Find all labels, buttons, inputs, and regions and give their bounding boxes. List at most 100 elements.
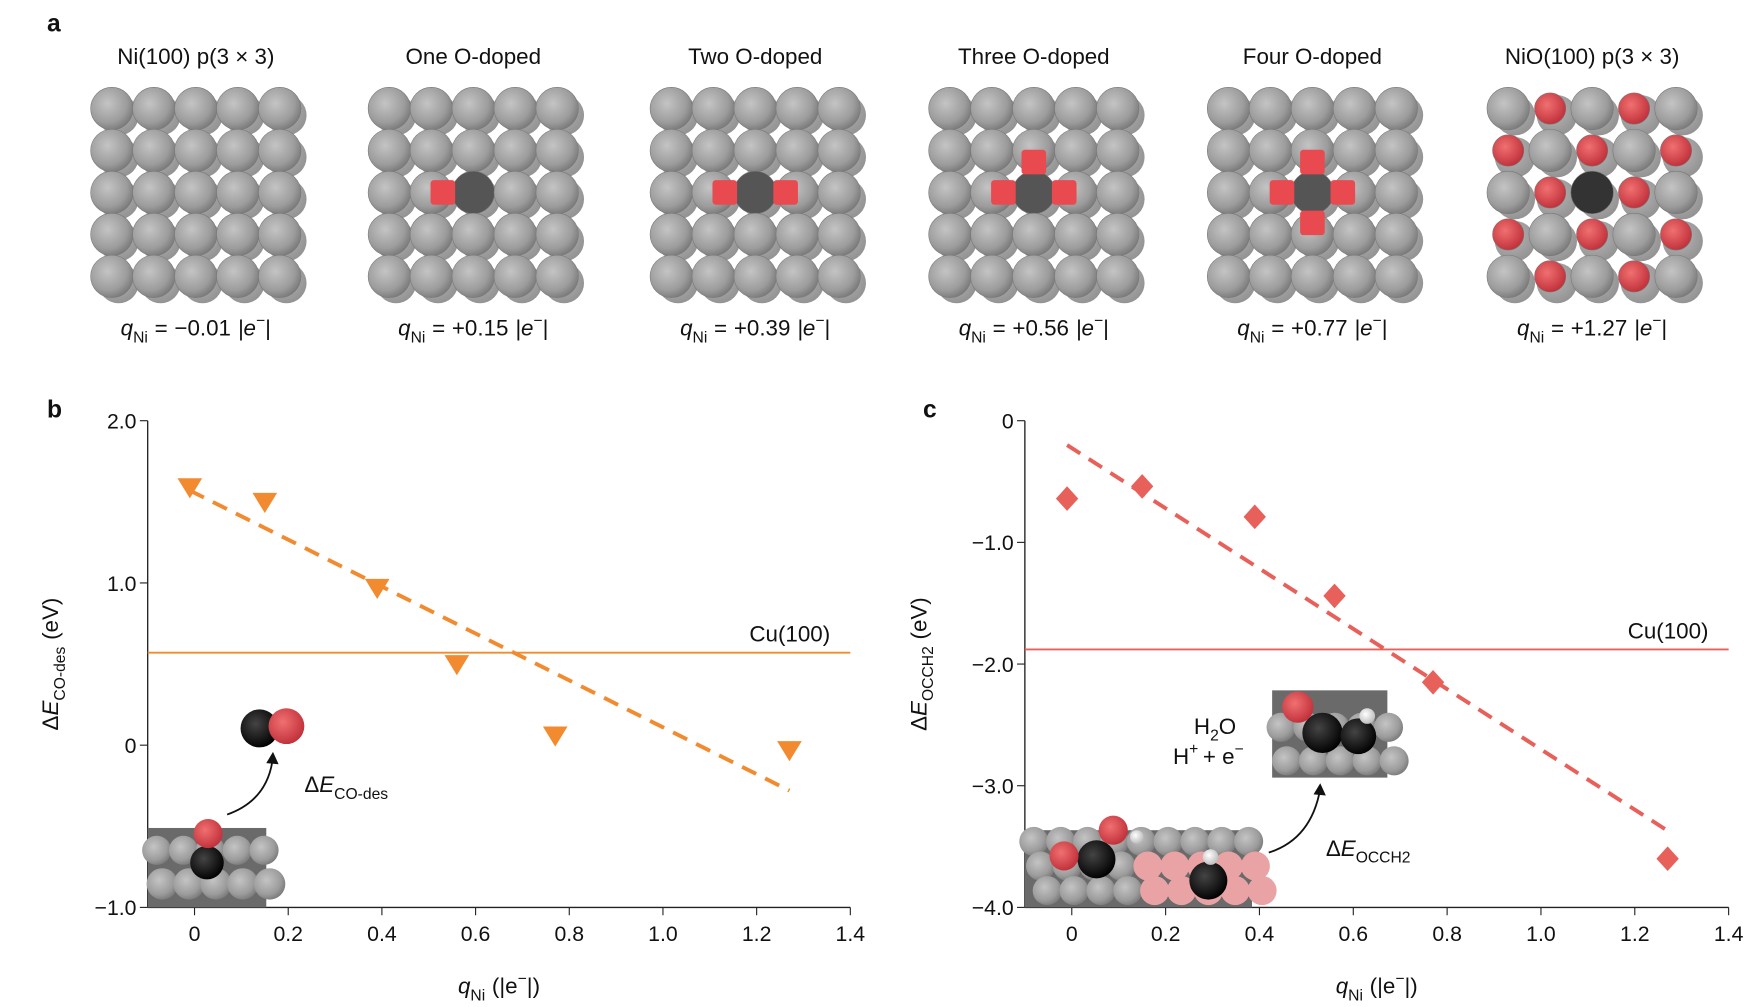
data-point [1055,486,1079,511]
text-part: +0.77 [1291,316,1348,341]
text-part: q [458,974,471,999]
atom [1654,87,1698,131]
arrow [226,756,274,816]
atom [1025,851,1056,881]
atom [1077,840,1116,879]
atom [1220,876,1250,906]
atom [409,128,453,173]
reagent: H+ + e− [1173,741,1244,769]
atom [1054,254,1098,298]
atom [409,254,453,298]
oxygen [991,180,1016,205]
text-part: | [825,316,831,341]
atom [1486,170,1530,214]
text-part: |e [515,316,533,341]
charge-label: qNi = +1.27 |e−| [1517,313,1667,347]
x-tick-label: 0.4 [1245,922,1275,946]
y-tick-label: −2.0 [972,653,1014,677]
atom [1576,134,1609,167]
atom [1302,712,1343,754]
text-part: 2 [1210,728,1219,745]
text-part: q [1336,974,1349,999]
reference-label: Cu(100) [749,622,830,647]
atom [249,835,279,865]
y-tick-label: −4.0 [972,896,1014,920]
atom [1570,170,1614,214]
atom [1570,87,1614,131]
x-tick-label: 0.6 [1339,922,1369,946]
atom [1248,128,1292,173]
atom [258,170,302,214]
atom [174,170,218,214]
oxygen [1269,180,1295,205]
atom [1660,218,1692,251]
atom [1272,746,1302,776]
x-tick-label: 0.4 [367,922,397,946]
structure-title: NiO(100) p(3 × 3) [1505,44,1680,69]
text-part: Ni [971,329,986,346]
atom [1012,87,1056,131]
atom [174,254,218,298]
y-tick-label: −1.0 [972,531,1014,555]
atom [1096,212,1140,256]
text-part: Δ [906,716,931,731]
charge-label: qNi = −0.01 |e−| [121,313,271,347]
text-part: − [533,313,542,330]
atom [409,212,453,256]
atom [1332,128,1376,173]
text-part: Ni [470,987,485,1004]
atom [1113,876,1143,906]
x-tick-label: 1.2 [742,922,772,946]
atom [451,128,495,173]
text-part: + [1189,741,1198,758]
x-tick-label: 0.6 [461,922,491,946]
atom [691,128,735,173]
atom [733,87,777,131]
atom [253,868,286,900]
atom [1325,746,1355,776]
atom [535,87,579,131]
text-part: H [1173,744,1189,769]
atom [1576,218,1609,251]
atom [1340,718,1377,755]
charge-label: qNi = +0.39 |e−| [680,313,830,347]
atom [1098,815,1128,845]
atom [649,87,693,131]
atom [1049,841,1079,871]
atom [1528,128,1572,173]
x-tick-label: 0 [1066,922,1078,946]
atom [268,708,305,745]
oxygen [1300,149,1325,175]
text-part: |e [238,316,256,341]
atom [970,87,1014,131]
atom [733,212,777,256]
text-part: +1.27 [1571,316,1628,341]
x-axis-label: qNi (|e−|) [1336,970,1418,1004]
atom [222,835,252,865]
y-axis-label: ΔECO-des (eV) [38,598,69,731]
atom [1130,830,1144,844]
atom [535,128,579,173]
text-part: | [265,316,271,341]
oxygen [773,180,798,205]
x-tick-label: 0.2 [1151,922,1181,946]
atom [775,87,819,131]
text-part: E [319,772,335,797]
text-part: |e [1634,316,1652,341]
atom [1153,826,1183,856]
atom [1374,170,1418,214]
atom [1248,254,1292,298]
atom [691,87,735,131]
slab [1206,87,1424,304]
text-part: Δ [1326,836,1341,861]
atom [1290,170,1334,214]
annotation: ΔEOCCH2 [1326,836,1411,867]
y-tick-label: −3.0 [972,775,1014,799]
atom [970,254,1014,298]
atom [1374,254,1418,298]
atom [1207,826,1237,856]
text-part: (|e [492,974,518,999]
charge-label: qNi = +0.15 |e−| [398,313,548,347]
text-part: | [1661,316,1667,341]
text-part: − [815,313,824,330]
